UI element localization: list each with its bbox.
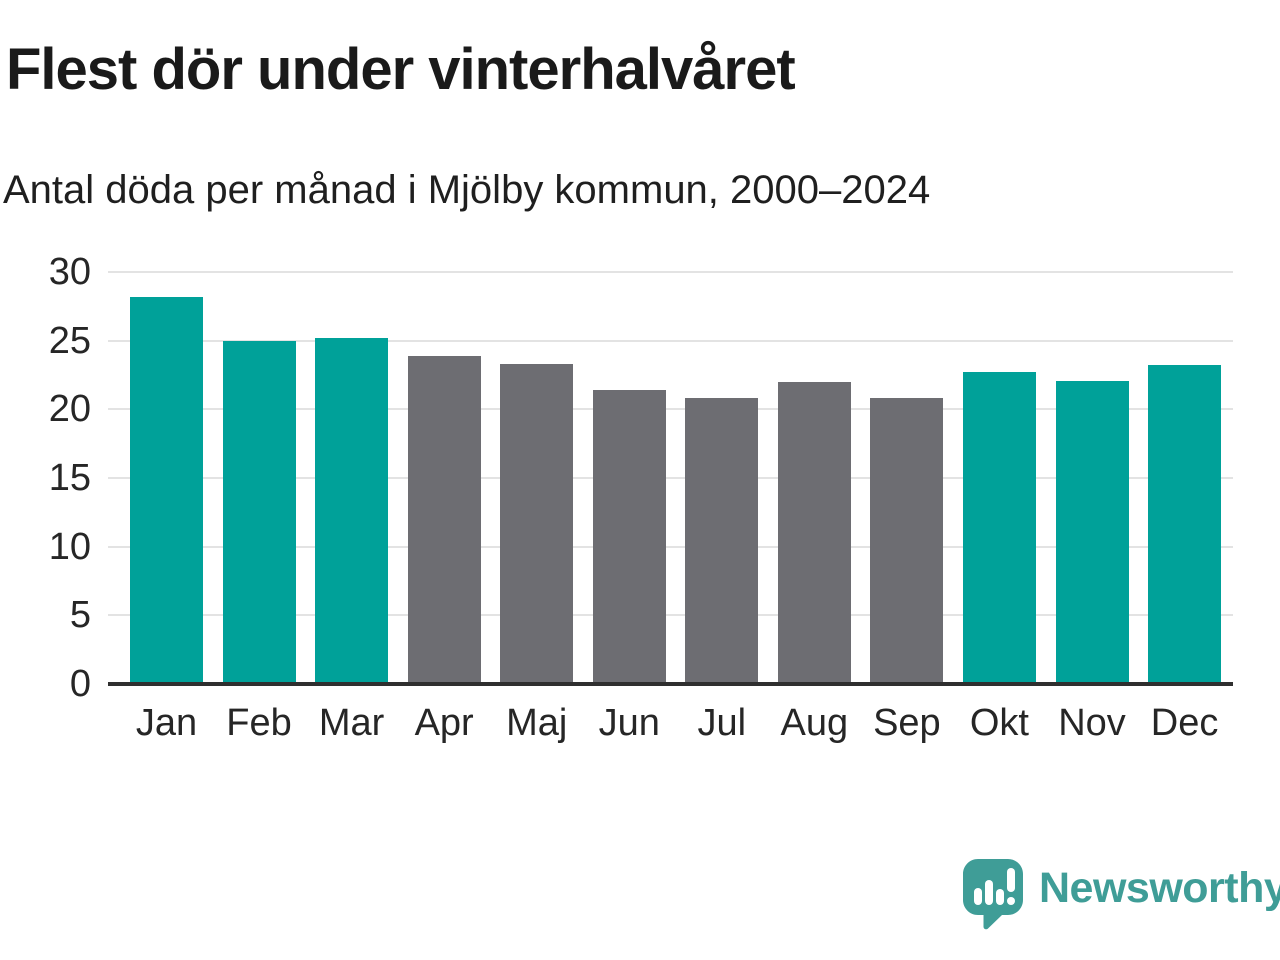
y-tick-label-5: 5 [69,594,91,637]
plot-area: 0 5 10 15 20 25 30 Jan Feb Mar Apr Maj Jun Jul Aug Sep O… [49,251,1233,744]
x-tick-label-okt: Okt [969,702,1029,744]
gridline-y-20 [108,408,1233,411]
bar-dec [1148,365,1222,684]
gridline-y-5 [108,614,1233,617]
bar-jul [685,398,759,684]
bar-apr [407,355,481,684]
x-tick-label-jun: Jun [598,702,660,744]
bar-mar [315,337,389,684]
y-tick-label-20: 20 [48,388,91,431]
chart-subtitle: Antal döda per månad i Mjölby kommun, 20… [3,168,931,212]
x-tick-label-jul: Jul [697,702,747,744]
x-tick-label-apr: Apr [414,702,474,744]
x-tick-label-mar: Mar [318,702,385,744]
gridline-y-10 [108,545,1233,548]
bar-aug [777,381,851,684]
x-tick-label-nov: Nov [1058,702,1126,744]
chart-title: Flest dör under vinterhalvåret [6,37,796,102]
x-axis-line [108,682,1233,686]
y-tick-label-10: 10 [48,525,91,568]
newsworthy-logo-icon [962,858,1024,937]
gridline-y-30 [108,271,1233,273]
bar-maj [500,364,574,684]
x-tick-label-feb: Feb [226,702,292,744]
bar-sep [870,398,944,684]
gridline-y-25 [108,339,1233,342]
y-tick-label-15: 15 [48,457,91,499]
y-tick-label-30: 30 [48,251,91,293]
bar-jan [130,296,203,684]
x-tick-label-sep: Sep [873,702,941,744]
x-tick-label-maj: Maj [506,702,568,744]
y-tick-label-25: 25 [48,319,91,362]
bar-feb [222,340,296,684]
newsworthy-logo-text: Newsworthy [1039,864,1280,912]
newsworthy-logo[interactable]: Newsworthy [962,858,1280,937]
y-tick-label-0: 0 [69,663,91,705]
bar-jun [592,390,666,684]
bar-nov [1055,380,1129,684]
x-tick-label-aug: Aug [780,702,849,744]
x-tick-label-dec: Dec [1150,702,1219,744]
bar-okt [962,372,1036,684]
x-tick-label-jan: Jan [135,702,198,744]
gridline-y-15 [108,477,1233,479]
